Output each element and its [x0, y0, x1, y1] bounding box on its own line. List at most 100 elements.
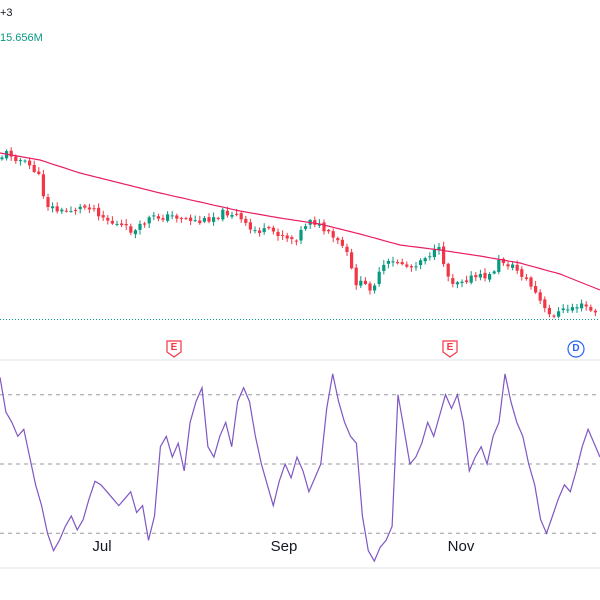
candle-body	[304, 226, 308, 229]
candle-body	[529, 277, 533, 287]
candle-body	[290, 237, 294, 240]
price-candle	[37, 167, 41, 176]
candle-body	[101, 215, 105, 218]
candle-body	[28, 160, 32, 166]
price-candle	[534, 281, 538, 294]
price-candle	[409, 264, 413, 272]
candle-body	[566, 309, 570, 311]
candle-body	[584, 304, 588, 307]
candle-body	[405, 264, 409, 267]
candle-body	[363, 280, 367, 284]
candle-body	[580, 303, 584, 309]
price-candle	[258, 227, 262, 237]
candle-body	[497, 259, 501, 272]
price-candle	[589, 304, 593, 313]
price-candle	[161, 214, 165, 223]
price-candle	[414, 261, 418, 271]
price-candle	[175, 213, 179, 223]
candle-body	[87, 207, 91, 210]
price-candle	[74, 207, 78, 215]
price-candle	[179, 216, 183, 223]
price-candle	[465, 275, 469, 284]
price-candle	[405, 261, 409, 269]
candle-body	[64, 210, 68, 212]
price-candle	[575, 304, 579, 313]
price-candle	[124, 219, 128, 230]
candle-body	[506, 264, 510, 267]
price-candle	[51, 202, 55, 213]
candle-body	[55, 206, 59, 212]
price-candle	[557, 307, 561, 319]
price-candle	[92, 204, 96, 212]
price-candle	[455, 281, 459, 289]
candle-body	[262, 228, 266, 233]
price-candle	[538, 289, 542, 304]
candle-body	[345, 246, 349, 252]
price-candle	[497, 255, 501, 275]
price-candle	[363, 277, 367, 285]
price-candle	[506, 261, 510, 270]
candle-body	[593, 310, 597, 313]
candle-body	[69, 211, 73, 213]
price-candle	[313, 216, 317, 228]
candle-body	[143, 223, 147, 225]
candle-body	[552, 315, 556, 317]
price-candle	[520, 266, 524, 281]
price-candle	[451, 273, 455, 288]
price-candle	[97, 203, 101, 221]
price-candle	[350, 248, 354, 270]
price-candle	[308, 219, 312, 229]
candle-body	[446, 263, 450, 277]
price-candle	[552, 314, 556, 319]
earnings-event-marker[interactable]: E	[441, 340, 459, 358]
candle-body	[511, 264, 515, 268]
candle-body	[359, 280, 363, 286]
candle-body	[354, 267, 358, 286]
price-candle	[41, 169, 45, 199]
candle-body	[175, 215, 179, 219]
candle-body	[239, 213, 243, 220]
candle-body	[437, 247, 441, 250]
candle-body	[317, 223, 321, 226]
price-candle	[580, 299, 584, 312]
candle-body	[244, 218, 248, 223]
candle-body	[294, 240, 298, 242]
candle-body	[23, 160, 27, 162]
price-candle	[101, 210, 105, 221]
price-candle	[133, 229, 137, 239]
candle-body	[216, 217, 220, 219]
price-candle	[373, 283, 377, 294]
candle-body	[561, 308, 565, 311]
candle-body	[524, 277, 528, 279]
candle-body	[41, 174, 45, 197]
candle-body	[129, 226, 133, 233]
price-candle	[483, 268, 487, 282]
candle-body	[133, 230, 137, 235]
price-candle	[32, 160, 36, 173]
price-candle	[78, 204, 82, 214]
candle-body	[166, 214, 170, 221]
price-candle	[193, 215, 197, 222]
price-candle	[460, 279, 464, 288]
candle-body	[538, 292, 542, 301]
price-candle	[359, 276, 363, 289]
price-candle	[488, 272, 492, 283]
price-candle	[354, 263, 358, 290]
price-candle	[584, 301, 588, 311]
dividend-event-marker[interactable]: D	[567, 340, 585, 358]
candle-body	[547, 308, 551, 315]
price-candle	[511, 261, 515, 271]
candle-body	[184, 218, 188, 220]
price-candle	[267, 225, 271, 230]
rsi-line	[0, 373, 600, 563]
candle-body	[377, 271, 381, 284]
candle-body	[501, 258, 505, 264]
earnings-event-marker[interactable]: E	[165, 340, 183, 358]
candle-body	[106, 217, 110, 221]
price-candle	[294, 239, 298, 246]
price-candle	[152, 212, 156, 221]
candle-body	[350, 252, 354, 269]
candle-body	[207, 217, 211, 222]
